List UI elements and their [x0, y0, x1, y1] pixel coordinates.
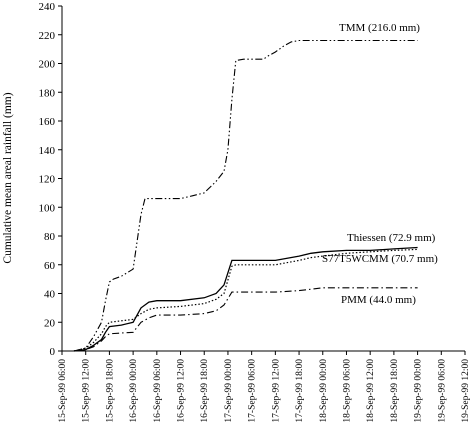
y-tick-label: 180	[39, 87, 56, 99]
x-tick-label: 15-Sep-99 06:00	[58, 359, 68, 423]
x-tick-label: 16-Sep-99 00:00	[129, 359, 139, 423]
x-tick-label: 19-Sep-99 00:00	[414, 359, 424, 423]
series-label-1: Thiessen (72.9 mm)	[347, 232, 436, 244]
x-tick-label: 16-Sep-99 12:00	[177, 359, 187, 423]
y-tick-label: 0	[50, 346, 56, 358]
series-line-2	[73, 248, 418, 352]
x-tick-label: 17-Sep-99 00:00	[224, 359, 234, 423]
y-tick-label: 20	[44, 317, 56, 329]
y-tick-label: 140	[39, 145, 56, 157]
series-label-2: S77T5WCMM (70.7 mm)	[322, 253, 438, 265]
series-label-3: PMM (44.0 mm)	[341, 294, 416, 306]
y-tick-label: 120	[39, 174, 56, 186]
x-tick-label: 16-Sep-99 06:00	[153, 359, 163, 423]
y-tick-label: 200	[39, 59, 56, 71]
x-tick-label: 18-Sep-99 18:00	[390, 359, 400, 423]
series-line-0	[73, 39, 418, 352]
x-tick-label: 15-Sep-99 12:00	[82, 359, 92, 423]
y-tick-label: 160	[39, 116, 56, 128]
x-tick-label: 17-Sep-99 18:00	[295, 359, 305, 423]
x-tick-label: 18-Sep-99 12:00	[366, 359, 376, 423]
x-tick-label: 19-Sep-99 06:00	[437, 359, 447, 423]
y-tick-label: 60	[44, 260, 56, 272]
x-tick-label: 17-Sep-99 06:00	[248, 359, 258, 423]
x-tick-label: 18-Sep-99 06:00	[342, 359, 352, 423]
series-label-0: TMM (216.0 mm)	[339, 22, 420, 34]
series-line-1	[73, 246, 418, 352]
x-tick-label: 19-Sep-99 12:00	[461, 359, 471, 423]
x-tick-label: 16-Sep-99 18:00	[200, 359, 210, 423]
y-tick-label: 240	[39, 1, 56, 13]
x-tick-label: 15-Sep-99 18:00	[105, 359, 115, 423]
y-tick-label: 80	[44, 231, 56, 243]
y-axis-label: Cumulative mean areal rainfall (mm)	[2, 92, 14, 263]
series-line-3	[73, 287, 418, 352]
y-tick-label: 100	[39, 202, 56, 214]
y-tick-label: 220	[39, 30, 56, 42]
x-tick-label: 18-Sep-99 00:00	[319, 359, 329, 423]
y-tick-label: 40	[44, 289, 56, 301]
x-tick-label: 17-Sep-99 12:00	[271, 359, 281, 423]
